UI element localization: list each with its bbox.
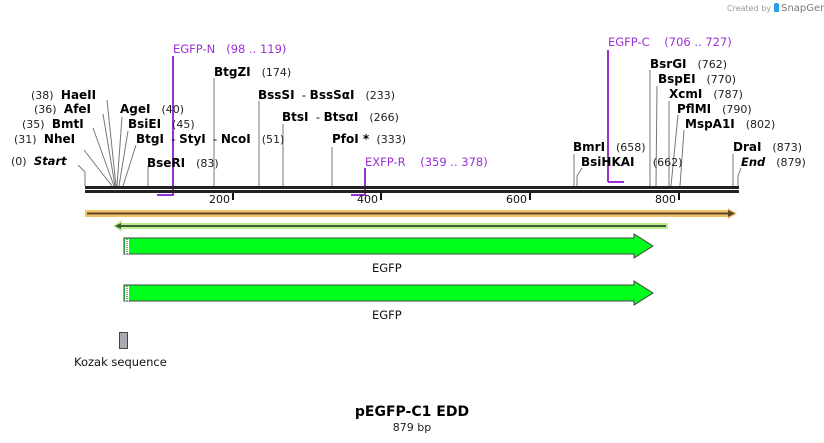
site-mspa1i[interactable]: MspA1I (802) (685, 117, 776, 131)
site-pfoi[interactable]: PfoI * (333) (332, 132, 407, 146)
ruler-label-200: 200 (209, 193, 230, 206)
credit-brand: SnapGene (781, 3, 824, 14)
site-afei[interactable]: (36) AfeI (34, 102, 92, 116)
feature-egfp-1[interactable] (124, 234, 654, 258)
site-btsi-btsai[interactable]: BtsI - BtsαI (266) (282, 110, 399, 124)
ruler-label-400: 400 (357, 193, 378, 206)
site-start[interactable]: (0) Start (11, 154, 67, 168)
primer-egfp-n[interactable]: EGFP-N (98 .. 119) (173, 42, 287, 56)
map-length: 879 bp (392, 421, 432, 434)
snapgene-credit: Created by SnapGene (727, 3, 824, 14)
feature-egfp-2-label: EGFP (372, 308, 402, 322)
site-drai[interactable]: DraI (873) (733, 140, 803, 154)
feature-kozak-label: Kozak sequence (74, 355, 167, 369)
site-bspei[interactable]: BspEI (770) (658, 72, 737, 86)
site-end[interactable]: End (879) (741, 155, 806, 169)
site-haeii[interactable]: (38) HaeII (31, 88, 97, 102)
site-bsssi-bsssai[interactable]: BssSI - BssSαI (233) (258, 88, 396, 102)
orf-reverse[interactable] (113, 220, 669, 232)
site-bmti[interactable]: (35) BmtI (22, 117, 84, 131)
feature-egfp-2[interactable] (124, 281, 654, 305)
primer-exfp-r[interactable]: EXFP-R (359 .. 378) (365, 155, 488, 169)
site-bsiei[interactable]: BsiEI (45) (128, 117, 195, 131)
site-btgi-styi-ncoi[interactable]: BtgI - StyI - NcoI (51) (136, 132, 285, 146)
site-pflmi[interactable]: PflMI (790) (677, 102, 752, 116)
site-bmri[interactable]: BmrI (658) (573, 140, 646, 154)
feature-kozak[interactable] (119, 332, 128, 349)
orf-forward[interactable] (85, 208, 737, 219)
site-agei[interactable]: AgeI (40) (120, 102, 185, 116)
site-bsrgi[interactable]: BsrGI (762) (650, 57, 728, 71)
ruler-label-600: 600 (506, 193, 527, 206)
site-nhei[interactable]: (31) NheI (14, 132, 76, 146)
site-btgzi[interactable]: BtgZI (174) (214, 65, 292, 79)
site-bseri[interactable]: BseRI (83) (147, 156, 219, 170)
map-title: pEGFP-C1 EDD (354, 404, 470, 420)
snapgene-logo-icon (773, 3, 779, 12)
site-bsihkai[interactable]: BsiHKAI (662) (581, 155, 683, 169)
ruler-label-800: 800 (655, 193, 676, 206)
site-xcmi[interactable]: XcmI (787) (669, 87, 743, 101)
primer-egfp-c[interactable]: EGFP-C (706 .. 727) (608, 35, 732, 49)
credit-prefix: Created by (727, 4, 772, 13)
feature-egfp-1-label: EGFP (372, 261, 402, 275)
